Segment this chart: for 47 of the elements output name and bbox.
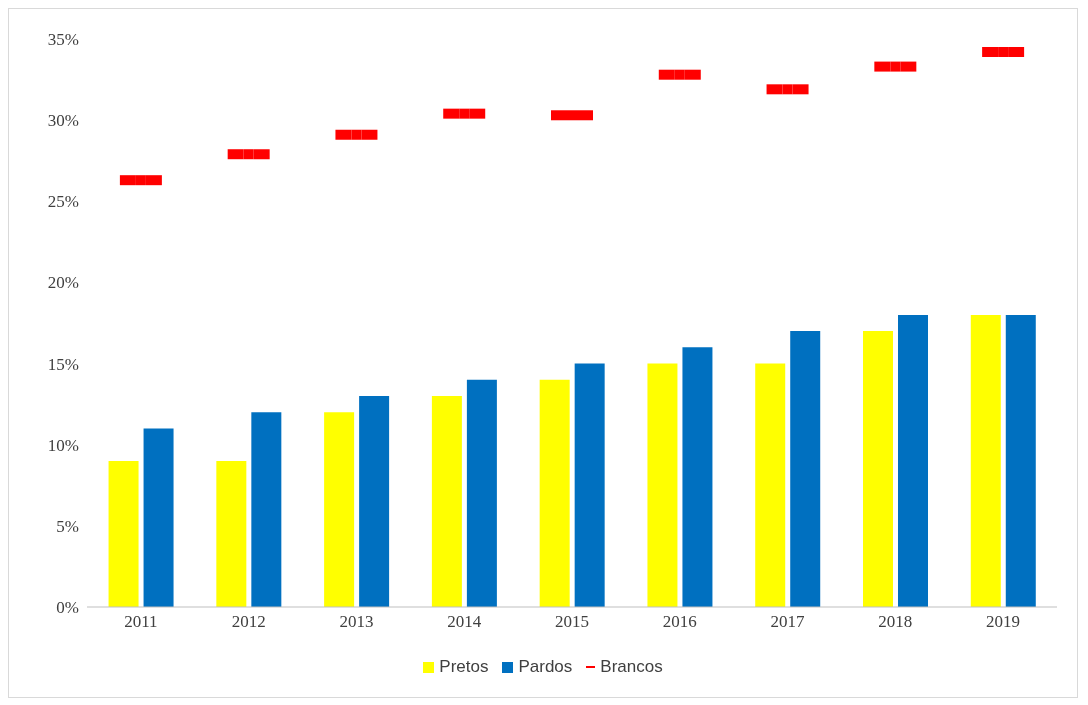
x-tick-label: 2013 [339, 612, 374, 632]
bar [216, 460, 247, 607]
bar [898, 314, 928, 607]
bar [108, 460, 139, 607]
bar [324, 412, 355, 607]
bar [143, 428, 174, 607]
bar [863, 331, 893, 607]
y-tick-label: 0% [56, 598, 79, 618]
point [243, 149, 254, 160]
bar [1005, 314, 1036, 607]
point [674, 69, 685, 80]
x-tick-label: 2014 [447, 612, 482, 632]
bar [359, 396, 390, 607]
bar [970, 314, 1001, 607]
point [567, 110, 577, 121]
y-tick-label: 25% [47, 192, 79, 212]
bar [647, 363, 678, 607]
legend-label: Pretos [438, 657, 489, 677]
x-tick-label: 2011 [124, 612, 158, 632]
bar [431, 396, 462, 607]
bar [755, 363, 786, 607]
x-tick-label: 2015 [555, 612, 589, 632]
point [135, 175, 146, 186]
bar [790, 331, 821, 607]
bar [682, 347, 713, 607]
point [890, 61, 901, 72]
y-tick-label: 5% [56, 516, 79, 536]
legend-label: Pardos [517, 657, 573, 677]
point [351, 129, 362, 140]
bar [539, 379, 570, 607]
bar [251, 412, 282, 607]
y-tick-label: 35% [47, 30, 79, 50]
y-tick-label: 20% [47, 273, 79, 293]
bar [466, 379, 497, 607]
point [782, 84, 793, 95]
legend-label: Brancos [599, 657, 663, 677]
bar [574, 363, 605, 607]
x-tick-label: 2016 [662, 612, 697, 632]
point [998, 46, 1009, 57]
point [459, 108, 470, 119]
y-tick-label: 10% [47, 435, 79, 455]
x-tick-label: 2018 [878, 612, 913, 632]
x-tick-label: 2012 [231, 612, 266, 632]
x-tick-label: 2019 [986, 612, 1021, 632]
x-tick-label: 2017 [770, 612, 806, 632]
y-tick-label: 30% [47, 111, 79, 131]
y-tick-label: 15% [47, 354, 79, 374]
